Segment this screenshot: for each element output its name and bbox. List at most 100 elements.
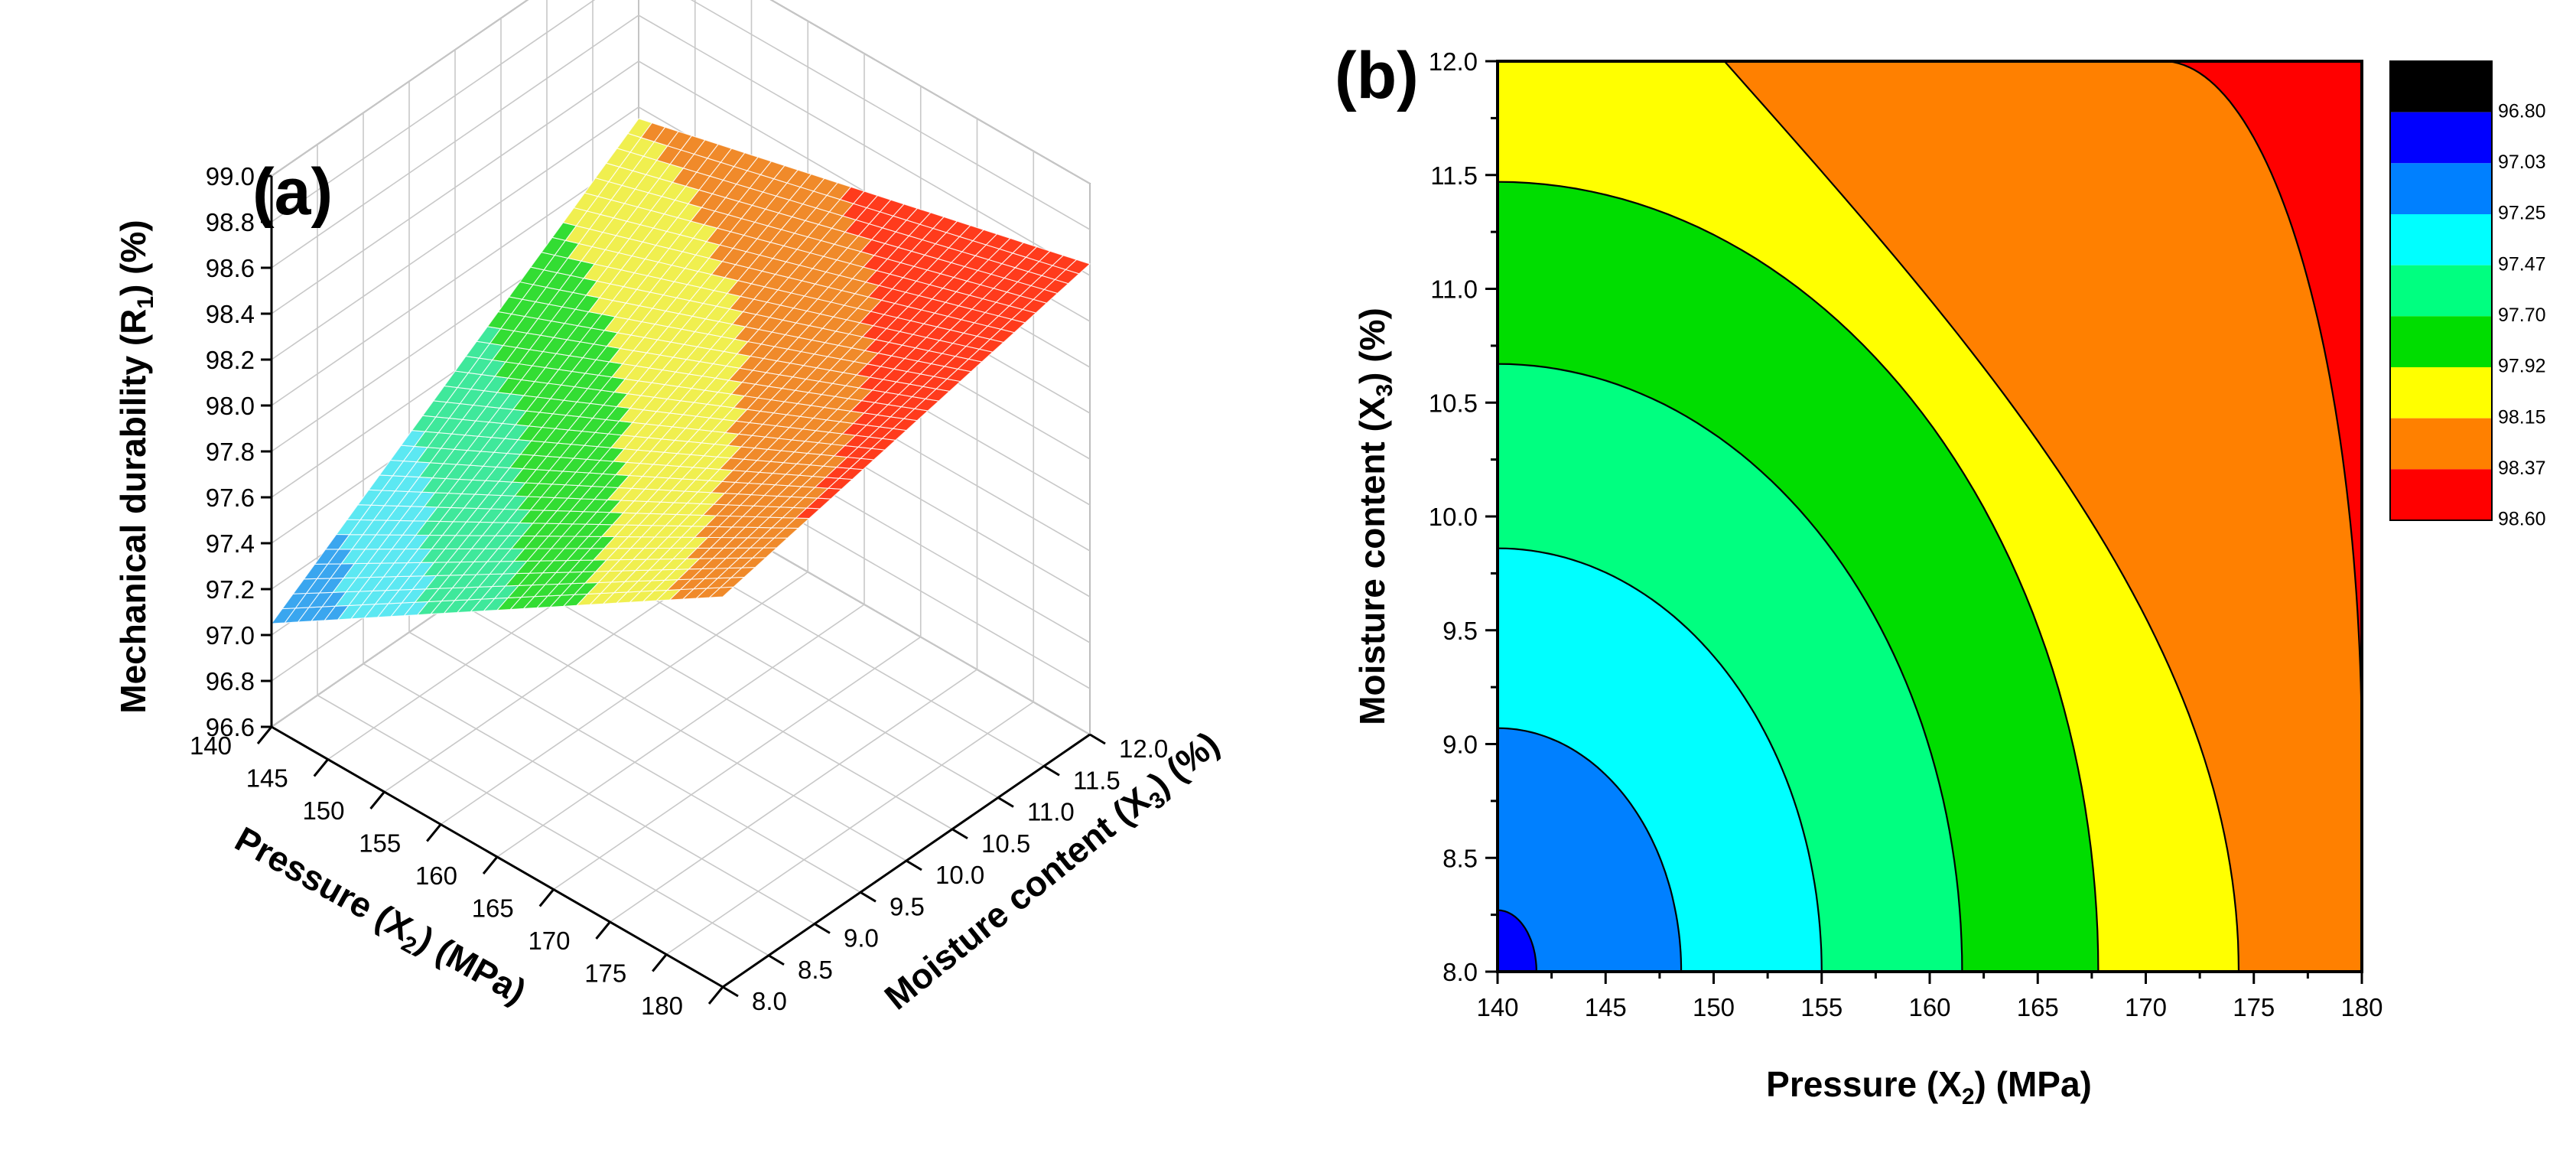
wall-z-gridline — [271, 0, 1091, 184]
x-tick-mark — [538, 888, 555, 907]
legend-label: 97.92 — [2498, 356, 2546, 377]
x-tick-label: 145 — [246, 764, 288, 793]
z-tick-label: 98.4 — [206, 300, 255, 328]
contour-line — [1723, 61, 2240, 972]
y-tick-label: 11.5 — [1073, 766, 1120, 794]
y-tick-label: 9.0 — [1442, 731, 1478, 759]
legend-swatch — [2390, 112, 2492, 164]
x-tick-label: 165 — [472, 894, 514, 923]
contour-region-97-25 — [1498, 728, 1682, 972]
floor-gridline — [500, 568, 953, 830]
surface-plot-panel: 96.6 96.8 97.0 97.2 97.4 97.6 97.8 98.0 98.2 98.4… — [113, 0, 1230, 1021]
legend-swatch — [2390, 418, 2492, 470]
legend-label: 97.03 — [2498, 151, 2546, 173]
y-tick-mark — [814, 923, 831, 934]
x-tick-mark — [256, 726, 273, 744]
x-tick-label: 175 — [584, 959, 626, 988]
z-tick-label: 96.6 — [206, 713, 255, 741]
legend-swatch — [2390, 61, 2492, 112]
z-tick-label: 96.8 — [206, 667, 255, 695]
floor-gridline — [454, 600, 907, 861]
y-tick-mark — [951, 828, 968, 840]
y-tick-label: 11.0 — [1430, 275, 1478, 304]
z-tick-label: 98.8 — [206, 208, 255, 236]
z-tick-label: 97.2 — [206, 575, 255, 604]
x-tick-label: 170 — [2125, 993, 2167, 1021]
contour-line — [1498, 181, 2100, 972]
legend-swatch — [2390, 265, 2492, 317]
y-tick-mark — [906, 859, 922, 871]
z-tick-label: 99.0 — [206, 162, 255, 191]
y-tick-label: 10.5 — [981, 829, 1030, 858]
floor-gridline — [408, 631, 861, 893]
x-tick-mark — [482, 856, 499, 875]
y-tick-mark — [1089, 733, 1106, 745]
contour-lines — [1498, 61, 2362, 972]
x-tick-label: 160 — [1908, 993, 1950, 1021]
y-tick-mark — [768, 954, 785, 966]
y-tick-label: 8.5 — [798, 956, 833, 984]
x-tick-label: 160 — [415, 861, 457, 890]
contour-y-axis-title: Moisture content (X3) (%) — [1352, 308, 1397, 725]
contour-line — [1498, 363, 1963, 972]
z-tick-label: 97.0 — [206, 621, 255, 650]
x-tick-mark — [652, 953, 668, 972]
legend-label: 98.15 — [2498, 406, 2546, 428]
x-tick-label: 165 — [2017, 993, 2059, 1021]
legend-label: 97.47 — [2498, 253, 2546, 275]
y-tick-label: 8.0 — [1442, 958, 1478, 986]
y-tick-mark — [1043, 764, 1060, 777]
legend-label: 98.60 — [2498, 509, 2546, 530]
x-tick-mark — [426, 823, 442, 842]
panel-a-label: (a) — [252, 155, 333, 229]
y-tick-label: 8.5 — [1442, 844, 1478, 872]
x-tick-label: 180 — [641, 992, 683, 1020]
x-tick-label: 150 — [1693, 993, 1735, 1021]
z-tick-label: 98.6 — [206, 254, 255, 282]
contour-region-97-03 — [1498, 910, 1537, 972]
legend-swatch — [2390, 367, 2492, 419]
floor-gridline — [317, 695, 769, 956]
y-tick-label: 11.5 — [1430, 161, 1478, 190]
legend-swatch — [2390, 163, 2492, 214]
x-tick-mark — [369, 791, 385, 809]
x-tick-label: 145 — [1585, 993, 1627, 1021]
legend-frame — [2389, 60, 2493, 521]
x-tick-mark — [707, 986, 724, 1005]
contour-plot-panel: 140 145 150 155 160 165 170 175 180 8.0 8.5 9.0 9.5 1… — [1335, 39, 2546, 1109]
y-tick-label: 11.0 — [1027, 798, 1075, 826]
x-tick-label: 150 — [302, 796, 344, 825]
y-tick-label: 9.5 — [890, 892, 925, 920]
x-tick-label: 155 — [1800, 993, 1843, 1021]
legend-label: 98.37 — [2498, 458, 2546, 479]
floor-gridline — [363, 663, 815, 925]
contour-line — [1498, 547, 1823, 972]
z-tick-label: 98.0 — [206, 392, 255, 420]
x-tick-label: 170 — [528, 927, 570, 955]
x-tick-label: 180 — [2340, 993, 2382, 1021]
legend-swatch — [2390, 469, 2492, 520]
contour-x-axis-title: Pressure (X2) (MPa) — [1766, 1064, 2092, 1109]
y-tick-mark — [860, 891, 877, 903]
legend-swatch — [2390, 316, 2492, 367]
wall-z-gridline — [271, 0, 1091, 230]
x-tick-label: 140 — [1476, 993, 1518, 1021]
x-tick-label: 140 — [190, 731, 232, 760]
y-tick-label: 10.0 — [1429, 503, 1478, 531]
surface-z-axis-title: Mechanical durability (R1) (%) — [113, 220, 158, 713]
y-tick-mark — [997, 796, 1014, 808]
legend-label: 97.25 — [2498, 203, 2546, 224]
contour-line — [2163, 61, 2362, 756]
z-tick-label: 97.8 — [206, 438, 255, 466]
y-tick-label: 9.5 — [1442, 617, 1478, 645]
y-tick-mark — [722, 985, 739, 998]
surface-plot-ticks: 96.6 96.8 97.0 97.2 97.4 97.6 97.8 98.0 98.2 98.4… — [190, 162, 1168, 1020]
z-tick-label: 97.4 — [206, 529, 255, 558]
legend-label: 96.80 — [2498, 100, 2546, 122]
z-tick-label: 97.6 — [206, 484, 255, 512]
contour-color-legend: 96.80 97.03 97.25 97.47 97.70 97.92 98.15 98.37… — [2389, 60, 2546, 530]
contour-line — [1498, 909, 1537, 972]
y-tick-label: 10.5 — [1429, 389, 1478, 417]
y-tick-label: 12.0 — [1429, 47, 1478, 76]
